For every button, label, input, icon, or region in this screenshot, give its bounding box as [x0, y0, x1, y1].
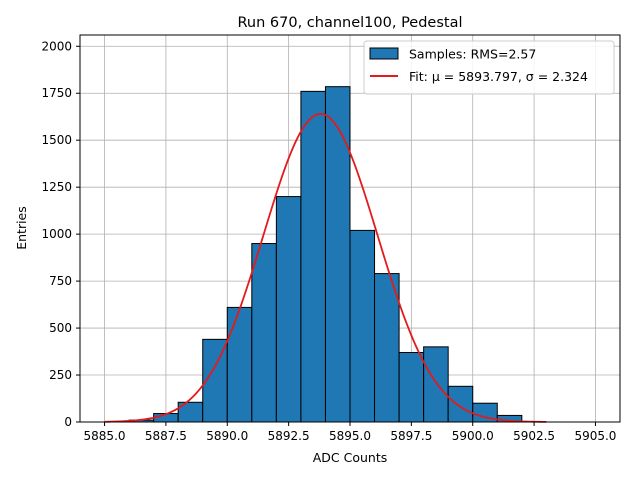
gaussian-fit-curve	[104, 113, 547, 423]
x-tick-label: 5902.5	[513, 429, 555, 443]
x-tick-label: 5905.0	[574, 429, 616, 443]
y-tick-label: 1750	[41, 86, 72, 100]
legend-swatch-samples	[369, 47, 399, 60]
legend-label-samples: Samples: RMS=2.57	[409, 47, 536, 62]
x-axis-ticks: 5885.0 5887.5 5890.0 5892.5 5895.0 5897.5 5900…	[84, 422, 616, 443]
histogram-bar	[374, 273, 400, 423]
x-tick-label: 5900.0	[452, 429, 494, 443]
y-tick-label: 0	[64, 415, 72, 429]
x-axis-label: ADC Counts	[313, 450, 388, 465]
x-tick-label: 5897.5	[390, 429, 432, 443]
histogram-bar	[226, 306, 253, 423]
histogram-bar	[423, 346, 449, 423]
histogram-bar	[349, 229, 376, 423]
y-tick-label: 2000	[41, 39, 72, 53]
histogram-bar	[398, 351, 425, 423]
histogram-bars	[128, 86, 523, 423]
y-tick-label: 750	[49, 274, 72, 288]
histogram-bar	[251, 243, 277, 423]
histogram-bar	[324, 86, 351, 423]
y-tick-label: 250	[49, 368, 72, 382]
histogram-bar	[447, 385, 474, 423]
x-tick-label: 5895.0	[329, 429, 371, 443]
x-tick-label: 5887.5	[145, 429, 187, 443]
y-tick-label: 500	[49, 321, 72, 335]
legend-box	[363, 40, 615, 95]
y-tick-label: 1250	[41, 180, 72, 194]
histogram-bar	[300, 90, 326, 423]
x-tick-label: 5892.5	[268, 429, 310, 443]
y-axis-label: Entries	[14, 206, 29, 250]
fit-curve-layer	[104, 113, 547, 423]
y-tick-label: 1500	[41, 133, 72, 147]
legend: Samples: RMS=2.57 Fit: μ = 5893.797, σ =…	[363, 40, 615, 95]
legend-label-fit: Fit: μ = 5893.797, σ = 2.324	[409, 69, 588, 84]
y-axis-ticks: 0 250 500 750 1000 1250 1500 1750 2000	[41, 39, 80, 429]
y-tick-label: 1000	[41, 227, 72, 241]
x-tick-label: 5885.0	[84, 429, 126, 443]
chart-title: Run 670, channel100, Pedestal	[237, 15, 462, 31]
x-tick-label: 5890.0	[206, 429, 248, 443]
histogram-bar	[275, 196, 302, 423]
